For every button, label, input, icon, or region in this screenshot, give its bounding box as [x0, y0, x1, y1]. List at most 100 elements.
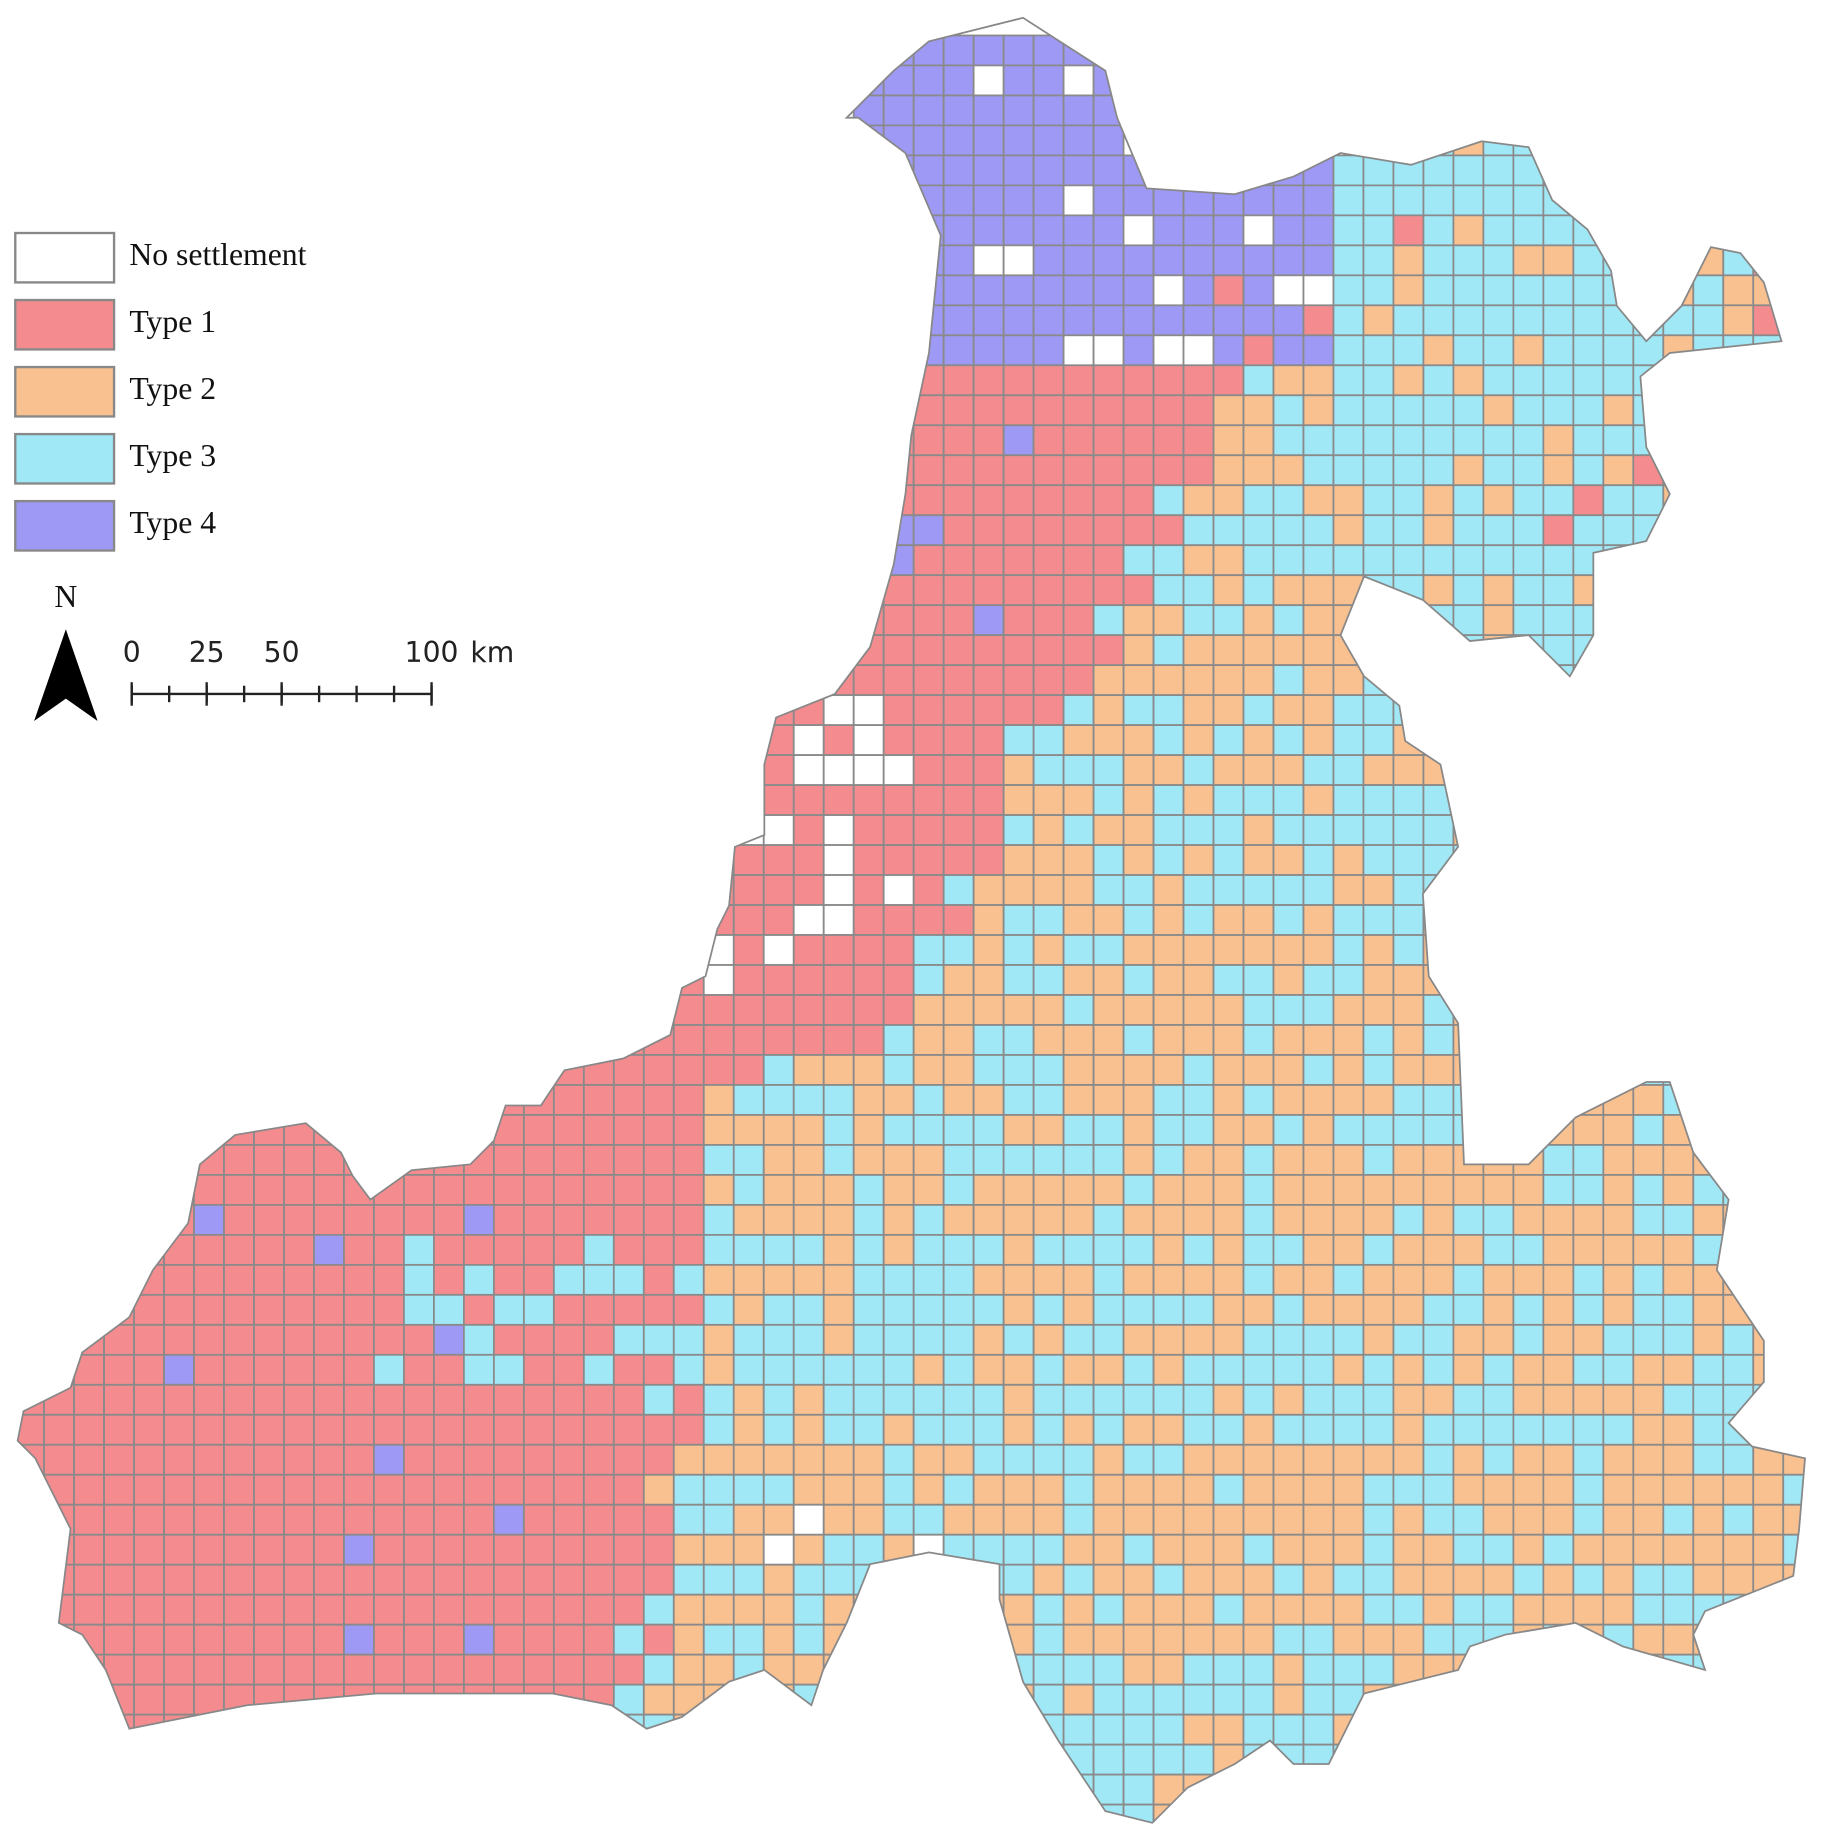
grid-cell	[762, 1084, 795, 1116]
grid-cell	[1092, 724, 1125, 756]
grid-cell	[1002, 364, 1035, 397]
grid-cell	[522, 1623, 555, 1656]
grid-cell	[1512, 184, 1545, 217]
grid-cell	[882, 1114, 915, 1146]
grid-cell	[822, 1473, 855, 1506]
grid-cell	[1182, 364, 1215, 397]
grid-cell	[133, 1563, 165, 1596]
grid-cell	[792, 934, 825, 966]
grid-cell	[253, 1263, 285, 1296]
grid-cell	[1482, 574, 1515, 607]
grid-cell	[1032, 94, 1065, 127]
grid-cell	[522, 1174, 555, 1206]
grid-cell	[433, 1683, 465, 1716]
grid-cell	[1632, 1503, 1665, 1536]
grid-cell	[1242, 394, 1275, 427]
grid-cell	[1242, 994, 1275, 1026]
grid-cell	[1272, 1503, 1305, 1536]
grid-cell	[1182, 1084, 1215, 1116]
grid-cell	[642, 1653, 675, 1686]
grid-cell	[313, 1563, 345, 1596]
grid-cell	[103, 1713, 135, 1746]
grid-cell	[73, 1443, 105, 1476]
grid-cell	[1092, 514, 1125, 547]
grid-cell	[463, 1293, 495, 1326]
grid-cell	[1512, 544, 1545, 577]
grid-cell	[972, 154, 1005, 187]
grid-cell	[1302, 1084, 1335, 1116]
grid-cell	[1302, 1174, 1335, 1206]
legend-label: Type 2	[129, 371, 216, 406]
grid-cell	[1152, 1533, 1185, 1566]
grid-cell	[1362, 544, 1395, 577]
grid-cell	[1272, 1233, 1305, 1266]
grid-cell	[1002, 994, 1035, 1026]
grid-cell	[1242, 604, 1275, 637]
grid-cell	[1152, 814, 1185, 846]
grid-cell	[792, 754, 825, 786]
grid-cell	[1032, 1683, 1065, 1716]
grid-cell	[882, 1144, 915, 1176]
grid-cell	[1392, 1533, 1425, 1566]
grid-cell	[1632, 1623, 1665, 1656]
grid-cell	[1302, 154, 1335, 187]
grid-cell	[433, 1533, 465, 1566]
grid-cell	[1392, 454, 1425, 487]
grid-cell	[942, 1204, 975, 1236]
grid-cell	[1152, 1503, 1185, 1536]
grid-cell	[1602, 1114, 1635, 1146]
grid-cell	[1182, 1473, 1215, 1506]
grid-cell	[1452, 844, 1485, 876]
grid-cell	[1452, 1144, 1485, 1176]
grid-cell	[1332, 1623, 1365, 1656]
grid-cell	[1002, 544, 1035, 577]
grid-cell	[1512, 1353, 1545, 1386]
grid-cell	[1272, 1413, 1305, 1446]
grid-cell	[522, 1593, 555, 1626]
grid-cell	[972, 724, 1005, 756]
grid-cell	[972, 1443, 1005, 1476]
grid-cell	[223, 1413, 255, 1446]
grid-cell	[1122, 1503, 1155, 1536]
grid-cell	[1212, 334, 1245, 367]
grid-cell	[1392, 184, 1425, 217]
grid-cell	[1392, 334, 1425, 367]
grid-cell	[1032, 964, 1065, 996]
grid-cell	[463, 1204, 495, 1236]
grid-cell	[492, 1174, 525, 1206]
grid-cell	[552, 1263, 585, 1296]
grid-cell	[822, 1323, 855, 1356]
grid-cell	[1692, 244, 1725, 277]
grid-cell	[1062, 1174, 1095, 1206]
grid-cell	[492, 1293, 525, 1326]
grid-cell	[1332, 874, 1365, 906]
grid-cell	[1002, 1144, 1035, 1176]
grid-cell	[1302, 1743, 1335, 1776]
grid-cell	[1302, 1263, 1335, 1296]
grid-cell	[253, 1623, 285, 1656]
grid-cell	[912, 1114, 945, 1146]
grid-cell	[1122, 1114, 1155, 1146]
grid-cell	[1392, 1503, 1425, 1536]
grid-cell	[1002, 1114, 1035, 1146]
grid-cell	[1002, 1353, 1035, 1386]
grid-cell	[1392, 1263, 1425, 1296]
grid-cell	[1242, 274, 1275, 307]
grid-cell	[1632, 1533, 1665, 1566]
grid-cell	[313, 1233, 345, 1266]
grid-cell	[1362, 1204, 1395, 1236]
grid-cell	[1062, 304, 1095, 337]
grid-cell	[942, 1293, 975, 1326]
grid-cell	[1122, 1263, 1155, 1296]
grid-cell	[1422, 544, 1455, 577]
grid-cell	[343, 1593, 375, 1626]
grid-cell	[1062, 1593, 1095, 1626]
grid-cell	[1302, 304, 1335, 337]
grid-cell	[942, 904, 975, 936]
grid-cell	[702, 1024, 735, 1056]
grid-cell	[972, 1204, 1005, 1236]
grid-cell	[1002, 154, 1035, 187]
grid-cell	[1722, 1353, 1755, 1386]
grid-cell	[1332, 1263, 1365, 1296]
grid-cell	[1392, 1054, 1425, 1086]
